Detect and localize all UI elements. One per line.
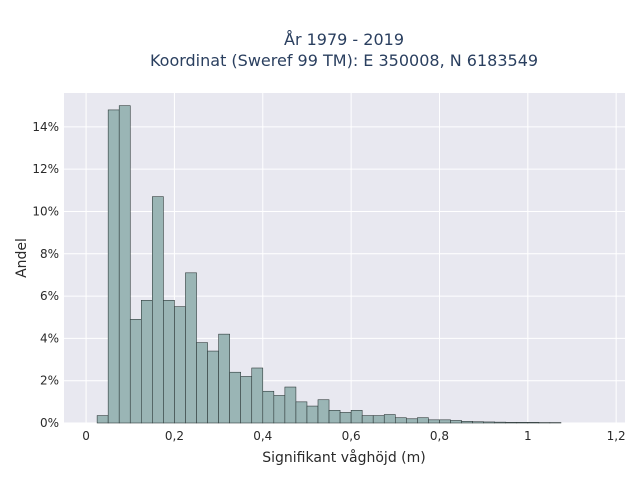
histogram-bar bbox=[372, 415, 385, 424]
histogram-bar bbox=[141, 300, 153, 424]
histogram-bar bbox=[494, 421, 507, 424]
x-tick-label: 0,8 bbox=[430, 429, 449, 443]
histogram-bar bbox=[229, 371, 241, 424]
histogram-bar bbox=[129, 319, 142, 424]
histogram-bar bbox=[472, 421, 484, 424]
y-axis-title: Andel bbox=[14, 238, 30, 278]
x-tick-label: 0 bbox=[82, 429, 90, 443]
chart-title: År 1979 - 2019 bbox=[284, 30, 404, 49]
histogram-bar bbox=[163, 300, 175, 424]
histogram-bar bbox=[383, 414, 396, 424]
x-tick-label: 1 bbox=[524, 429, 532, 443]
x-tick-label: 0,2 bbox=[165, 429, 184, 443]
histogram-bar bbox=[339, 412, 352, 424]
histogram-bar bbox=[251, 367, 264, 424]
y-tick-label: 12% bbox=[32, 162, 59, 176]
histogram-bar bbox=[417, 417, 429, 424]
histogram-bar bbox=[262, 390, 275, 424]
histogram-bar bbox=[273, 395, 286, 424]
x-tick-label: 1,2 bbox=[607, 429, 626, 443]
y-tick-label: 4% bbox=[40, 331, 59, 345]
histogram-bar bbox=[118, 105, 131, 424]
histogram-bar bbox=[306, 405, 319, 424]
histogram-bar bbox=[96, 415, 109, 424]
histogram-bar bbox=[505, 422, 518, 424]
histogram-bar bbox=[107, 109, 120, 424]
histogram-bar bbox=[350, 410, 363, 424]
y-tick-label: 8% bbox=[40, 247, 59, 261]
histogram-bar bbox=[284, 386, 297, 424]
histogram-bar bbox=[516, 422, 529, 424]
histogram-bar bbox=[483, 421, 495, 424]
histogram-bar bbox=[406, 418, 418, 424]
histogram-bar bbox=[218, 333, 230, 424]
y-axis-ticks: 0% 2% 4% 6% 8% 10% 12% 14% bbox=[32, 120, 59, 430]
y-tick-label: 6% bbox=[40, 289, 59, 303]
histogram-bar bbox=[174, 306, 186, 424]
histogram-bar bbox=[152, 196, 164, 424]
y-tick-label: 14% bbox=[32, 120, 59, 134]
y-tick-label: 0% bbox=[40, 416, 59, 430]
histogram-bar bbox=[428, 419, 440, 424]
chart-subtitle: Koordinat (Sweref 99 TM): E 350008, N 61… bbox=[150, 51, 538, 70]
y-tick-label: 2% bbox=[40, 374, 59, 388]
y-tick-label: 10% bbox=[32, 204, 59, 218]
histogram-bar bbox=[240, 376, 253, 424]
histogram-bar bbox=[196, 342, 208, 424]
histogram-bar bbox=[439, 419, 451, 424]
histogram-bar bbox=[394, 417, 407, 424]
histogram-bar bbox=[317, 399, 330, 424]
histogram-bar bbox=[450, 420, 462, 424]
x-tick-label: 0,6 bbox=[342, 429, 361, 443]
x-axis-ticks: 0 0,2 0,4 0,6 0,8 1 1,2 bbox=[82, 429, 625, 443]
x-axis-title: Signifikant våghöjd (m) bbox=[262, 449, 425, 466]
histogram-bar bbox=[207, 350, 219, 424]
vertical-gridlines bbox=[85, 93, 617, 423]
histogram-bar bbox=[328, 410, 341, 424]
x-tick-label: 0,4 bbox=[253, 429, 272, 443]
histogram-bar bbox=[185, 272, 197, 424]
histogram-bar bbox=[527, 422, 540, 424]
histogram-bars bbox=[96, 105, 562, 424]
histogram-bar bbox=[295, 401, 308, 424]
histogram-bar bbox=[361, 415, 374, 424]
histogram-bar bbox=[461, 421, 473, 424]
